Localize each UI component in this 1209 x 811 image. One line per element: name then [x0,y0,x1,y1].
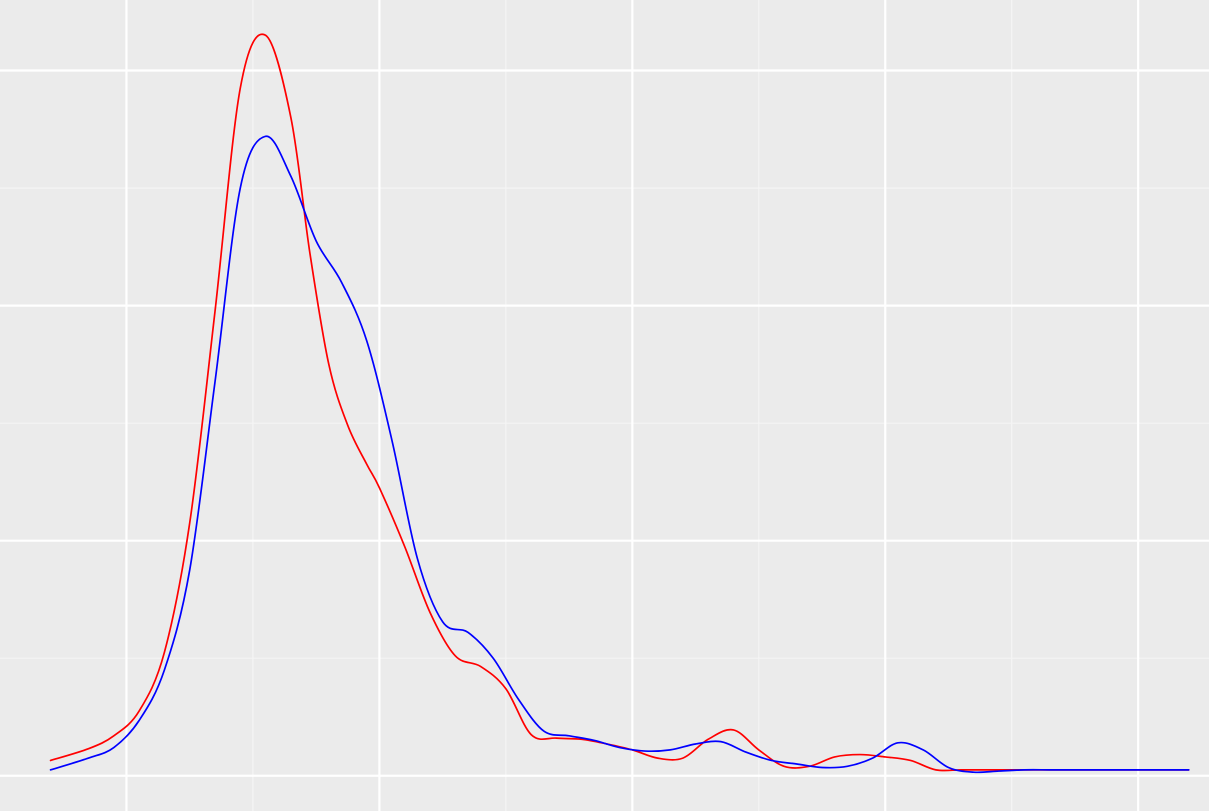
series-line-2 [49,135,1190,774]
series-line-1 [49,33,1190,772]
series-lines [49,33,1190,774]
